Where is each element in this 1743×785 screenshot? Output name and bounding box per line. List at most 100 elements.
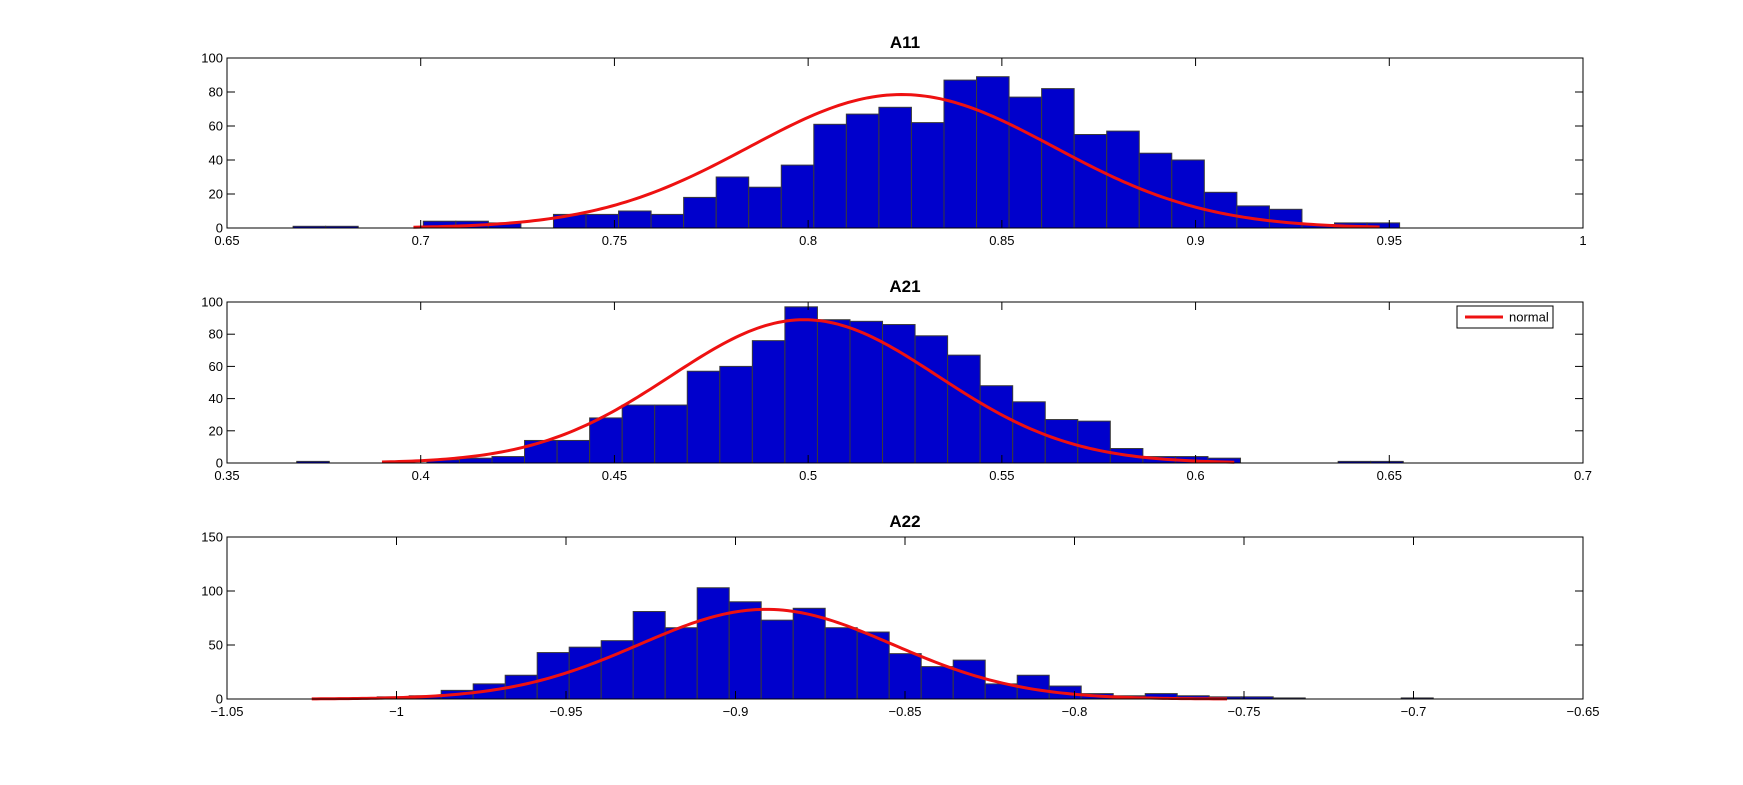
histogram-bar — [1077, 420, 1111, 464]
histogram-bar — [491, 456, 526, 464]
x-tick-label: 0.95 — [1377, 233, 1402, 248]
histogram-bar — [728, 601, 762, 700]
histogram-bar — [816, 319, 851, 464]
histogram-bar — [696, 587, 730, 700]
y-tick-label: 60 — [209, 359, 223, 374]
x-tick-label: −1 — [389, 704, 404, 719]
histogram-bar — [1171, 159, 1205, 229]
y-tick-label: 20 — [209, 187, 223, 202]
y-tick-label: 80 — [209, 327, 223, 342]
histogram-bar — [556, 439, 591, 464]
y-tick-label: 40 — [209, 153, 223, 168]
x-tick-label: 0.9 — [1187, 233, 1205, 248]
x-tick-label: −0.7 — [1401, 704, 1427, 719]
legend: normal — [1456, 305, 1554, 329]
x-tick-label: 0.4 — [412, 468, 430, 483]
x-tick-label: 0.8 — [799, 233, 817, 248]
axes-box — [226, 301, 1584, 464]
x-tick-label: 0.65 — [214, 233, 239, 248]
chart-panel-a22: A22 −1.05 −1 −0.95 −0.9 −0.85 −0.8 −0.75 −0.7 −0.… — [201, 512, 1599, 719]
x-tick-label: −0.65 — [1567, 704, 1600, 719]
y-tick-label: 50 — [209, 638, 223, 653]
x-tick-label: 0.7 — [412, 233, 430, 248]
y-tick-label: 100 — [201, 51, 223, 66]
x-tick-label: 0.35 — [214, 468, 239, 483]
histogram-bar — [878, 106, 912, 229]
histogram-bar — [664, 627, 698, 700]
y-tick-label: 80 — [209, 85, 223, 100]
x-tick-label: 0.55 — [989, 468, 1014, 483]
histogram-bar — [813, 123, 847, 229]
y-tick-label: 0 — [216, 221, 223, 236]
legend-label: normal — [1509, 310, 1549, 325]
y-tick-label: 0 — [216, 456, 223, 471]
histogram-bar — [568, 646, 602, 700]
histogram-bar — [845, 113, 880, 229]
histogram-bar — [979, 385, 1014, 464]
histogram-bar — [654, 404, 688, 464]
histogram-bar — [589, 417, 623, 464]
x-tick-label: −0.85 — [889, 704, 922, 719]
histogram-bar — [1008, 96, 1043, 229]
axes-box — [226, 57, 1584, 229]
y-tick-label: 150 — [201, 530, 223, 545]
histogram-bar — [621, 404, 656, 464]
histogram-bar — [618, 210, 652, 229]
y-tick-label: 60 — [209, 119, 223, 134]
x-tick-label: 0.45 — [602, 468, 627, 483]
histogram-bar — [976, 76, 1010, 229]
chart-panel-a21: A21 0.35 0.4 0.45 0.5 0.55 0.6 0.65 0.7 0 20 40 60 80… — [201, 277, 1592, 483]
x-tick-label: −0.95 — [550, 704, 583, 719]
y-tick-label: 20 — [209, 423, 223, 438]
x-tick-label: 0.7 — [1574, 468, 1592, 483]
legend-box — [1456, 305, 1554, 329]
chart-title: A11 — [890, 33, 920, 52]
chart-title: A22 — [889, 512, 920, 531]
histogram-bar — [1041, 88, 1075, 229]
y-tick-label: 0 — [216, 692, 223, 707]
y-tick-label: 40 — [209, 391, 223, 406]
x-tick-label: 0.75 — [602, 233, 627, 248]
x-tick-label: 0.6 — [1187, 468, 1205, 483]
x-tick-label: 0.85 — [989, 233, 1014, 248]
histogram-bar — [1073, 134, 1108, 229]
histogram-bar — [856, 631, 890, 700]
x-tick-label: 1 — [1579, 233, 1586, 248]
histogram-bar — [824, 627, 858, 700]
histogram-bar — [632, 611, 666, 700]
histogram-bar — [748, 186, 782, 229]
y-tick-label: 100 — [201, 295, 223, 310]
histogram-bar — [849, 320, 884, 464]
y-tick-label: 100 — [201, 584, 223, 599]
x-tick-label: −1.05 — [211, 704, 244, 719]
x-tick-label: 0.5 — [799, 468, 817, 483]
normal-fit-line — [381, 318, 1235, 464]
histogram-bar — [751, 340, 786, 464]
histogram-bar — [784, 306, 818, 464]
histogram-bar — [650, 213, 685, 229]
histogram-bar — [683, 196, 717, 229]
histogram-bar — [910, 122, 945, 229]
x-tick-label: −0.75 — [1228, 704, 1261, 719]
chart-title: A21 — [889, 277, 920, 296]
normal-fit-line — [413, 93, 1380, 229]
histogram-bar — [947, 354, 981, 464]
histogram-bar — [792, 607, 826, 700]
x-tick-label: −0.9 — [723, 704, 749, 719]
histogram-bar — [686, 370, 721, 464]
chart-panel-a11: A11 0.65 0.7 0.75 0.8 0.85 0.9 0.95 1 0 20 40 60 80 10… — [201, 33, 1586, 248]
histogram-bar — [952, 659, 986, 700]
histogram-bar — [780, 164, 815, 229]
histogram-bar — [882, 324, 916, 464]
histogram-bar — [760, 619, 794, 700]
x-tick-label: 0.65 — [1377, 468, 1402, 483]
histogram-bar — [719, 365, 753, 464]
histogram-bar — [458, 457, 493, 464]
histogram-bar — [914, 335, 949, 464]
x-tick-label: −0.8 — [1062, 704, 1088, 719]
histogram-bar — [1106, 130, 1140, 229]
histogram-bar — [715, 176, 750, 229]
histogram-bar — [1268, 208, 1303, 229]
histogram-bar — [585, 213, 620, 229]
